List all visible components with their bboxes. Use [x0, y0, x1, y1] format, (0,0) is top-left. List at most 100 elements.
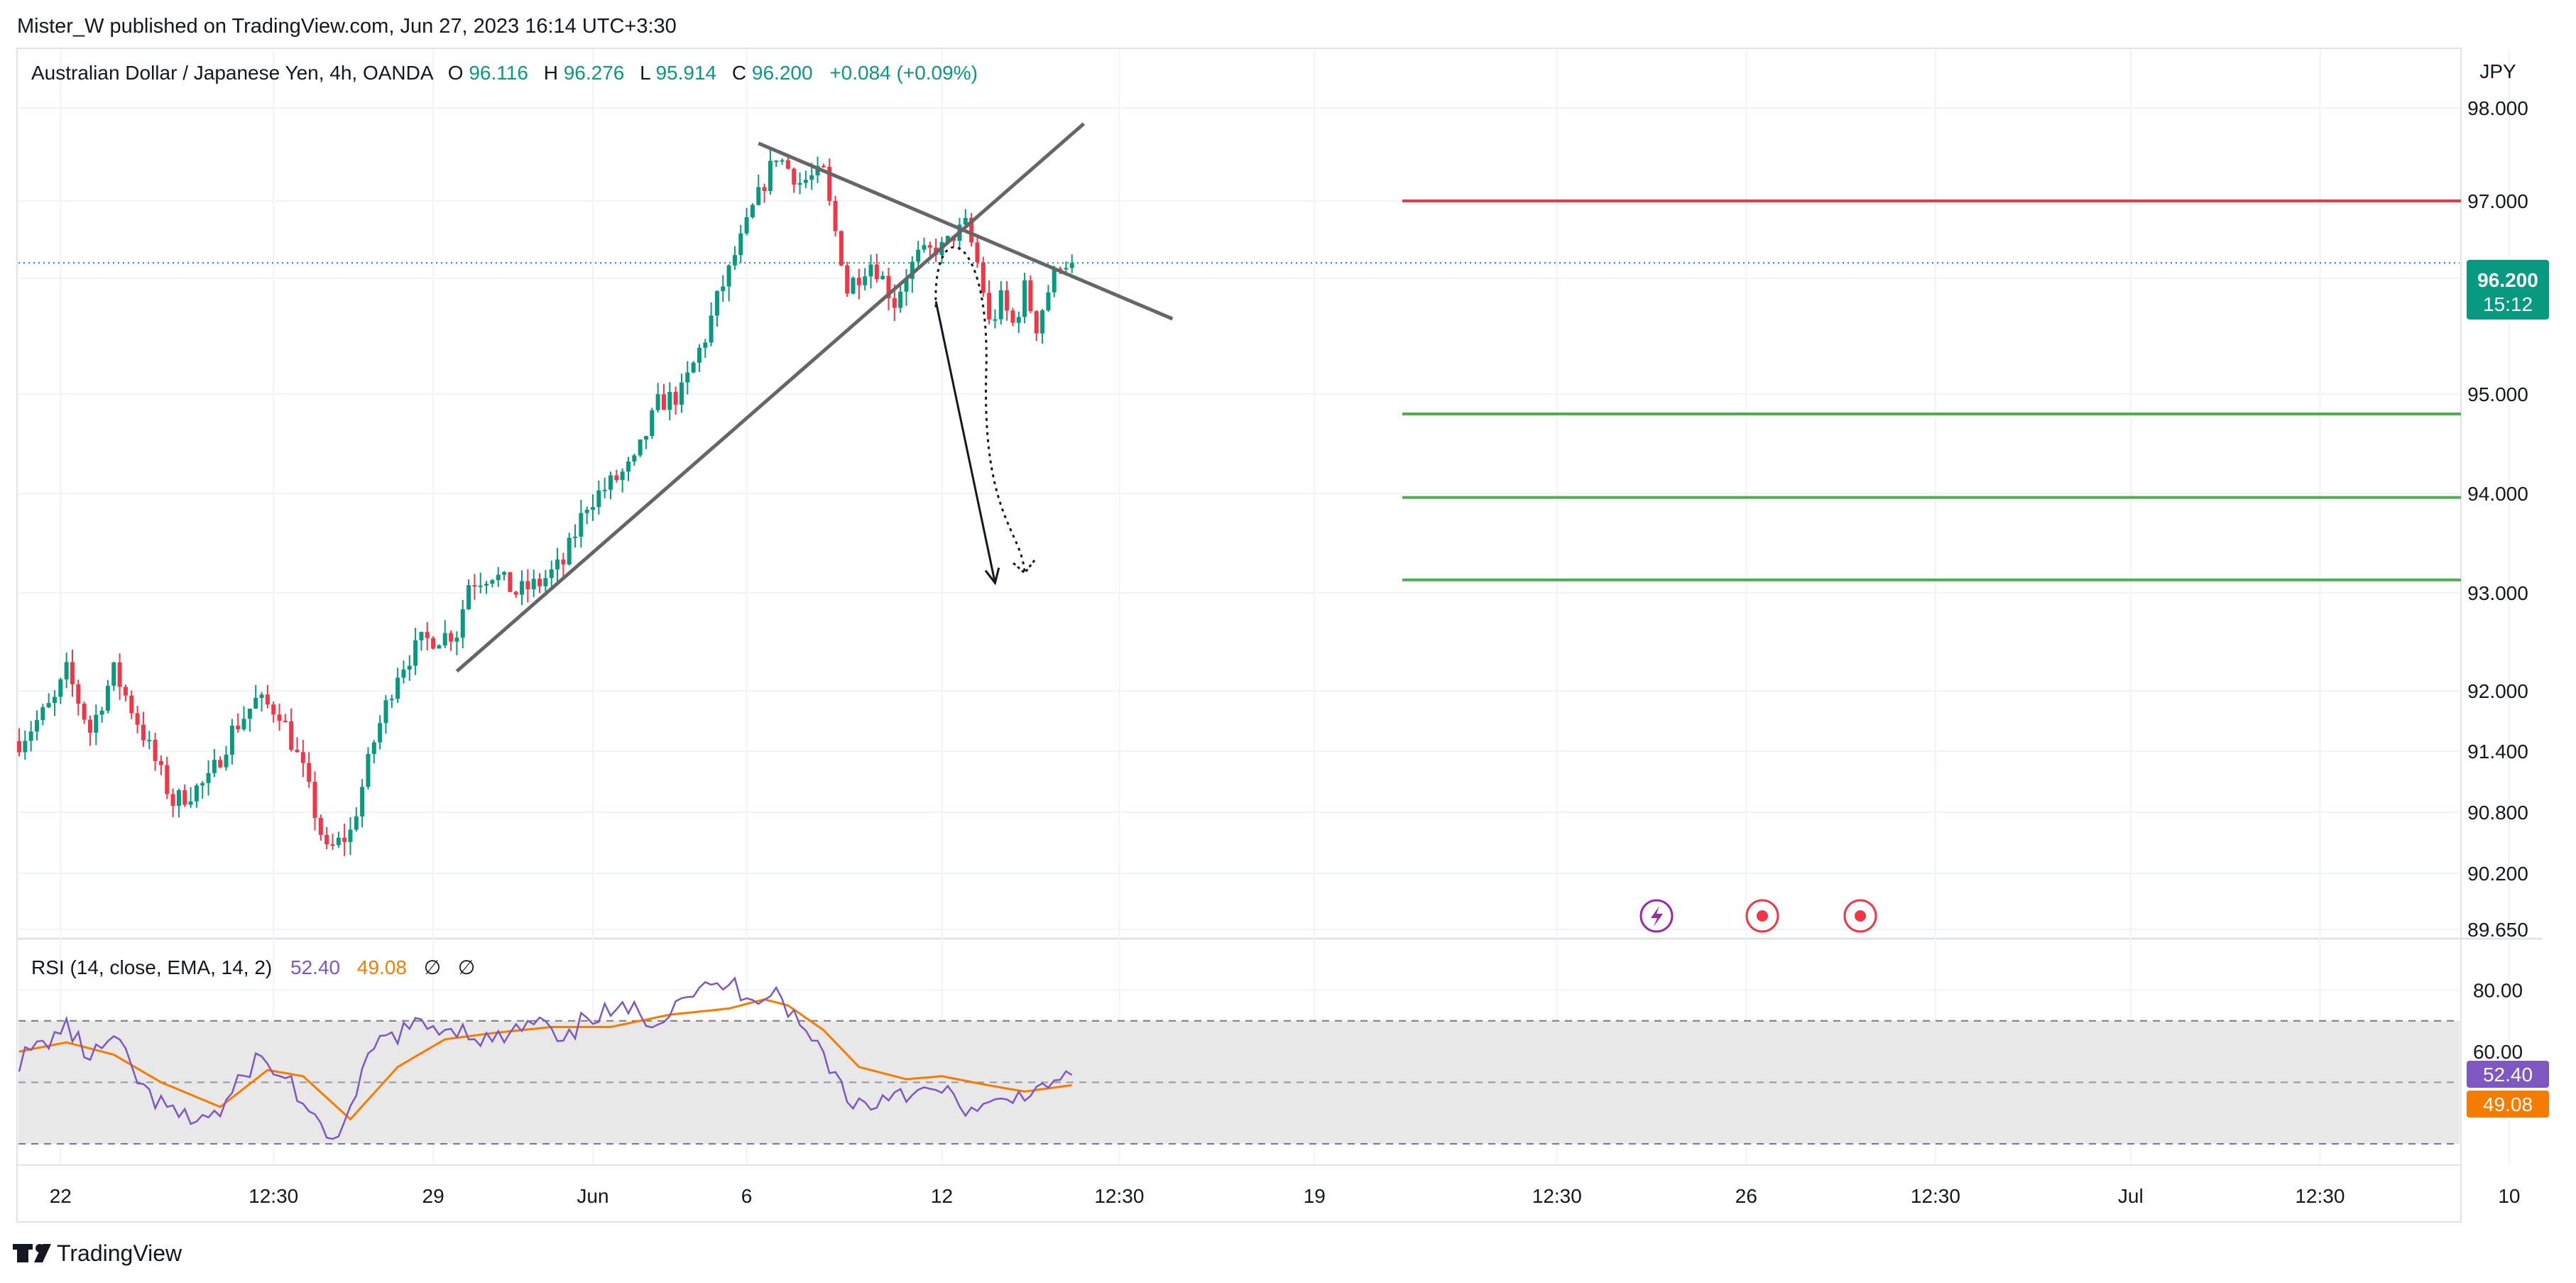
candle-body — [898, 291, 903, 308]
candle-body — [969, 217, 974, 243]
rsi-title[interactable]: RSI (14, close, EMA, 14, 2) — [31, 956, 272, 978]
candle — [537, 573, 542, 594]
candle — [650, 408, 655, 440]
candle-body — [1069, 263, 1074, 268]
candle — [431, 636, 436, 650]
candle — [442, 620, 447, 648]
candle — [531, 569, 536, 598]
candle-body — [762, 187, 767, 191]
tradingview-logo-icon — [13, 1244, 51, 1262]
candle — [643, 435, 648, 449]
event-circle-dot — [1855, 910, 1866, 922]
candle-body — [549, 569, 554, 579]
candle — [987, 280, 992, 324]
drawings[interactable] — [455, 122, 1174, 673]
candle-body — [407, 665, 412, 670]
candle-body — [602, 489, 607, 491]
rsi-legend-extra1: ∅ — [424, 956, 441, 978]
candle — [839, 230, 844, 267]
candle-body — [768, 160, 773, 191]
candle — [922, 237, 927, 253]
candle — [1052, 266, 1057, 297]
tradingview-logo[interactable]: TradingView — [13, 1240, 182, 1266]
candle-body — [336, 837, 341, 846]
event-circle-icon[interactable] — [1745, 899, 1779, 933]
candle-body — [348, 829, 353, 842]
lightning-icon-bolt — [1651, 906, 1663, 927]
candle — [265, 684, 270, 709]
candle — [283, 714, 288, 723]
candle — [502, 571, 507, 581]
event-circle-icon[interactable] — [1843, 899, 1877, 933]
candle-body — [17, 741, 21, 753]
candle — [620, 468, 625, 493]
horizontal-levels[interactable] — [1402, 200, 2461, 582]
candle — [52, 690, 57, 716]
candle — [312, 771, 317, 831]
candle-body — [70, 662, 75, 684]
candle-body — [28, 731, 33, 741]
candle-body — [797, 182, 802, 185]
candle — [851, 276, 856, 295]
open-label: O — [448, 62, 464, 84]
trendline-ascending-support — [455, 122, 1086, 673]
candle-body — [449, 633, 454, 642]
candle — [655, 383, 660, 413]
candle — [508, 572, 513, 592]
candle — [1040, 309, 1045, 344]
candle — [638, 440, 643, 457]
candle-body — [158, 760, 163, 765]
candle — [1069, 254, 1074, 273]
event-markers[interactable] — [1639, 899, 1877, 933]
candle — [28, 721, 33, 752]
candle — [129, 690, 134, 719]
candle-body — [561, 559, 566, 564]
candle — [490, 579, 495, 588]
candle-body — [194, 785, 199, 802]
candle — [378, 715, 383, 750]
candle — [17, 728, 21, 757]
candle — [99, 706, 104, 723]
candle — [300, 740, 305, 777]
candle — [224, 746, 229, 771]
candle-body — [525, 581, 530, 589]
candle-body — [845, 265, 850, 294]
candle — [200, 781, 205, 799]
candle — [803, 170, 808, 188]
candle-body — [271, 704, 276, 715]
rsi-series — [18, 976, 1073, 1140]
candle-body — [94, 714, 99, 733]
candle-body — [229, 726, 234, 755]
candle — [277, 704, 282, 731]
symbol-legend[interactable]: Australian Dollar / Japanese Yen, 4h, OA… — [31, 62, 978, 84]
candle — [87, 715, 92, 746]
candle — [307, 752, 312, 788]
lightning-icon[interactable] — [1639, 899, 1674, 933]
rsi-legend[interactable]: RSI (14, close, EMA, 14, 2) 52.40 49.08 … — [31, 956, 475, 978]
candle-body — [170, 794, 175, 807]
candle-body — [236, 726, 241, 730]
price-axis-label: 95.000 — [2467, 383, 2528, 405]
time-axis-label: 12:30 — [1094, 1185, 1144, 1207]
price-axis-label: 94.000 — [2467, 483, 2528, 505]
candle-body — [1010, 310, 1015, 323]
candle-body — [661, 394, 666, 410]
rsi-value-badge: 52.40 — [2467, 1061, 2549, 1088]
symbol-title[interactable]: Australian Dollar / Japanese Yen, 4h, OA… — [31, 62, 434, 84]
candle-body — [253, 697, 258, 709]
time-axis-label: 12 — [931, 1185, 953, 1207]
candle-body — [567, 537, 572, 564]
candle-body — [105, 685, 110, 711]
candle-body — [1022, 280, 1027, 317]
candle — [661, 383, 666, 410]
candle — [614, 469, 619, 483]
candle-body — [224, 754, 229, 768]
close-label: C — [732, 62, 746, 84]
candle — [419, 631, 424, 651]
candle — [904, 269, 909, 306]
candle — [484, 581, 489, 594]
candle-body — [732, 255, 737, 266]
candle — [324, 826, 329, 850]
candle-body — [513, 591, 518, 595]
candle-body — [135, 713, 140, 725]
